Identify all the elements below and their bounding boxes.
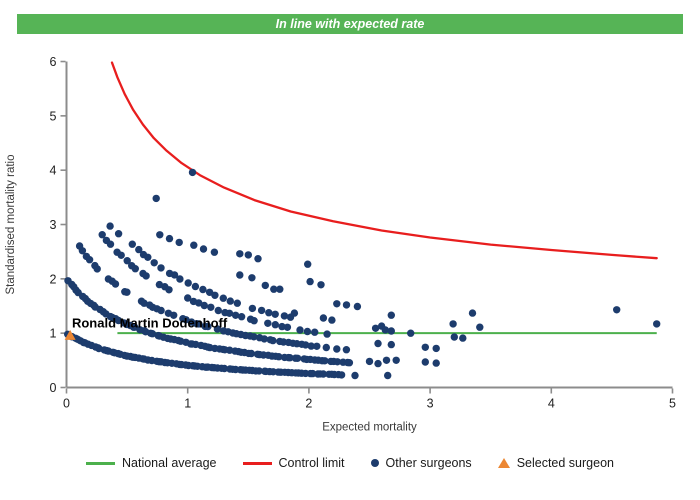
other-surgeons-dot-swatch: [370, 459, 379, 467]
chart-legend: National average Control limit Other sur…: [0, 456, 700, 470]
svg-text:4: 4: [548, 397, 555, 411]
legend-item-national-average: National average: [86, 456, 217, 470]
svg-text:0: 0: [50, 381, 57, 395]
svg-text:2: 2: [50, 272, 57, 286]
svg-text:6: 6: [50, 55, 57, 69]
legend-item-other-surgeons: Other surgeons: [370, 456, 472, 470]
selected-surgeon-marker[interactable]: [64, 329, 76, 340]
legend-label: Selected surgeon: [516, 456, 614, 470]
funnel-plot: 0 1 2 3 4 5 0 1 2 3 4 5 6 Expected mortality Standardi…: [5, 55, 676, 434]
selected-surgeon-triangle-swatch: [497, 458, 510, 468]
control-limit-curve: [110, 61, 658, 260]
legend-label: Other surgeons: [385, 456, 472, 470]
status-banner: In line with expected rate: [17, 14, 683, 34]
svg-text:1: 1: [184, 397, 191, 411]
legend-label: Control limit: [278, 456, 345, 470]
legend-label: National average: [122, 456, 217, 470]
legend-item-selected-surgeon: Selected surgeon: [497, 456, 614, 470]
svg-text:3: 3: [427, 397, 434, 411]
svg-text:2: 2: [305, 397, 312, 411]
svg-text:3: 3: [50, 218, 57, 232]
svg-text:0: 0: [63, 397, 70, 411]
svg-text:5: 5: [669, 397, 676, 411]
national-average-line-swatch: [86, 461, 115, 465]
legend-item-control-limit: Control limit: [242, 456, 345, 470]
y-axis-title: Standardised mortality ratio: [5, 155, 17, 295]
svg-text:1: 1: [50, 327, 57, 341]
selected-surgeon-label: Ronald Martin Dodenhoff: [72, 315, 228, 330]
other-surgeons-dots[interactable]: [63, 168, 661, 380]
control-limit-line-swatch: [242, 461, 272, 465]
svg-text:4: 4: [50, 164, 57, 178]
svg-text:5: 5: [50, 109, 57, 123]
x-axis-title: Expected mortality: [322, 422, 417, 434]
